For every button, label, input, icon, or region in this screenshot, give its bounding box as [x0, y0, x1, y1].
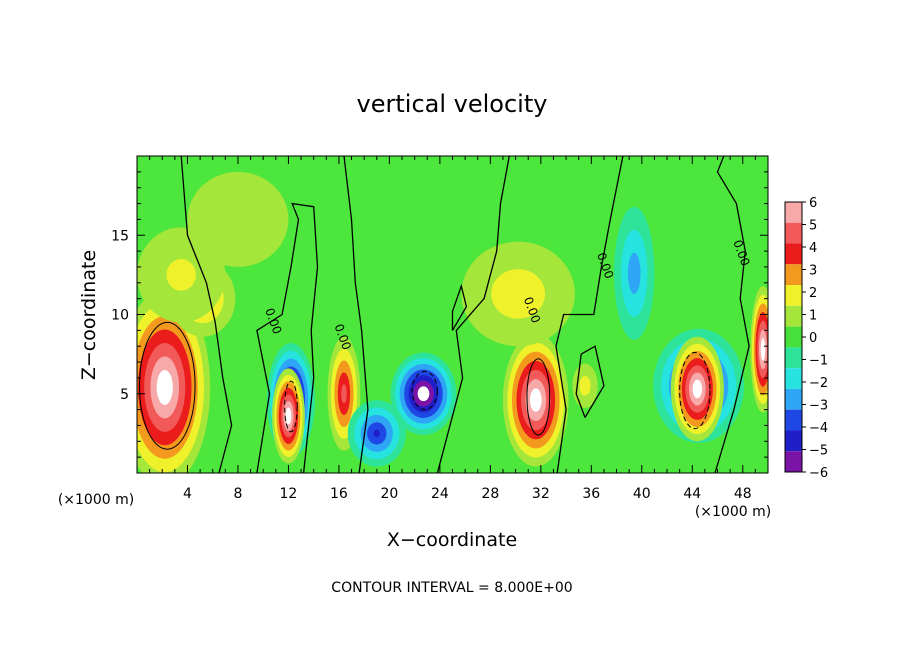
colorbar-swatch [785, 430, 802, 452]
velocity-band [627, 252, 641, 294]
zero-contour [714, 156, 750, 473]
velocity-band [373, 429, 381, 438]
colorbar-swatch [785, 264, 802, 286]
zero-contour [256, 202, 319, 473]
velocity-band [166, 259, 196, 291]
chart-title: vertical velocity [357, 90, 548, 118]
x-axis-ticks: 4 8 12 16 20 24 28 32 36 40 44 48 [149, 156, 756, 502]
velocity-field [137, 156, 768, 473]
x-axis-label: X−coordinate [387, 529, 517, 551]
x-unit-label-right: (×1000 m) [695, 504, 771, 520]
velocity-band [187, 171, 289, 267]
velocity-cell [347, 400, 406, 467]
colorbar-label: 1 [809, 309, 817, 324]
colorbar-label: 6 [809, 196, 817, 211]
colorbar-label: −1 [809, 354, 828, 369]
velocity-band [341, 384, 347, 404]
x-tick-label: 32 [532, 486, 550, 502]
colorbar-swatch [785, 388, 802, 410]
x-tick-label: 44 [683, 486, 701, 502]
velocity-cell [461, 241, 575, 347]
x-tick-label: 16 [330, 486, 348, 502]
contour-lines [139, 156, 750, 473]
velocity-cell [187, 171, 289, 267]
velocity-cell [670, 336, 724, 442]
colorbar-swatch [785, 326, 802, 348]
x-tick-label: 40 [633, 486, 651, 502]
strong-contour [139, 321, 196, 450]
colorbar-swatch [785, 243, 802, 265]
colorbar-label: −5 [809, 444, 828, 459]
colorbar-label: 2 [809, 286, 817, 301]
colorbar-swatch [785, 222, 802, 244]
x-tick-label: 28 [481, 486, 499, 502]
colorbar-swatch [785, 202, 802, 223]
zero-contour [436, 156, 510, 473]
velocity-cell [572, 363, 598, 409]
colorbar-swatch [785, 305, 802, 327]
colorbar-label: 4 [809, 241, 817, 256]
colorbar-swatch [785, 409, 802, 431]
colorbar-label: −6 [809, 466, 828, 481]
y-tick-label: 10 [111, 308, 129, 324]
zero-contour [555, 156, 624, 473]
colorbar-swatch [785, 451, 802, 472]
colorbar-label: 0 [809, 331, 817, 346]
x-tick-label: 20 [380, 486, 398, 502]
colorbar-swatch [785, 368, 802, 389]
zero-contour [575, 345, 605, 418]
velocity-cell [272, 368, 305, 464]
velocity-cell [614, 206, 655, 340]
colorbar-label: −3 [809, 399, 828, 414]
strong-contour [679, 352, 711, 430]
x-unit-label-left: (×1000 m) [58, 492, 134, 508]
colorbar-label: −2 [809, 376, 828, 391]
x-tick-label: 8 [233, 486, 242, 502]
x-tick-label: 36 [582, 486, 600, 502]
y-tick-label: 15 [111, 228, 129, 244]
velocity-band [285, 407, 292, 425]
contour-interval-note: CONTOUR INTERVAL = 8.000E+00 [331, 580, 572, 596]
colorbar-swatch [785, 285, 802, 306]
colorbar-label: 3 [809, 264, 817, 279]
zero-contour [180, 156, 233, 473]
velocity-band [417, 386, 430, 402]
x-tick-label: 12 [280, 486, 298, 502]
x-tick-label: 24 [431, 486, 449, 502]
velocity-band [529, 388, 542, 412]
x-tick-label: 4 [183, 486, 192, 502]
strong-contour [284, 380, 298, 433]
colorbar-label: 5 [809, 219, 817, 234]
zero-contour [343, 156, 369, 473]
velocity-band [760, 338, 766, 361]
velocity-band [579, 375, 591, 396]
zero-contour [451, 283, 468, 331]
y-tick-label: 5 [120, 387, 129, 403]
colorbar-label: −4 [809, 421, 828, 436]
strong-contour [411, 371, 438, 411]
x-tick-label: 48 [734, 486, 752, 502]
velocity-cell [502, 333, 569, 467]
colorbar: 6 5 4 3 2 1 0 −1 −2 −3 −4 −5 −6 [784, 196, 828, 481]
y-axis-label: Z−coordinate [78, 250, 100, 380]
colorbar-swatch [785, 347, 802, 369]
y-axis-ticks: 5 10 15 [111, 171, 768, 458]
velocity-cell [750, 285, 768, 413]
velocity-band [156, 369, 173, 405]
velocity-band [692, 379, 703, 399]
strong-contour [526, 358, 551, 436]
velocity-band [491, 269, 546, 319]
